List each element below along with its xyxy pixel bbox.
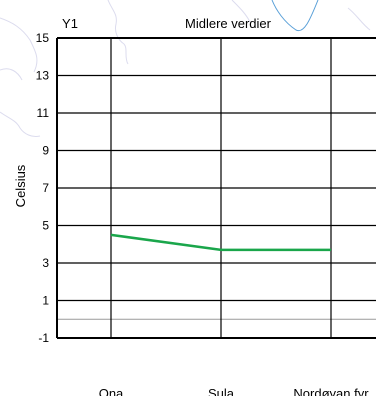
- y-tick-label: 1: [42, 294, 49, 308]
- x-tick-label: Ona: [99, 386, 124, 396]
- x-tick-label: Nordøyan fyr: [293, 386, 369, 396]
- chart-title: Midlere verdier: [185, 16, 272, 31]
- y-tick-label: 13: [36, 69, 50, 83]
- grid-lines: [57, 38, 376, 338]
- y-tick-label: -1: [38, 331, 49, 345]
- y-tick-label: 5: [42, 219, 49, 233]
- y-tick-label: 9: [42, 144, 49, 158]
- x-tick-label: Sula: [208, 386, 235, 396]
- map-border-line: [0, 18, 37, 80]
- y-tick-label: 3: [42, 256, 49, 270]
- map-border-line: [0, 112, 40, 137]
- y-tick-label: 7: [42, 181, 49, 195]
- axis-name: Y1: [62, 16, 78, 31]
- map-water-line: [272, 0, 318, 31]
- y-tick-label: 15: [36, 31, 50, 45]
- x-tick-labels: Ona Sula Nordøyan fyr: [99, 386, 370, 396]
- y-tick-label: 11: [37, 106, 50, 120]
- y-axis-label: Celsius: [13, 164, 28, 207]
